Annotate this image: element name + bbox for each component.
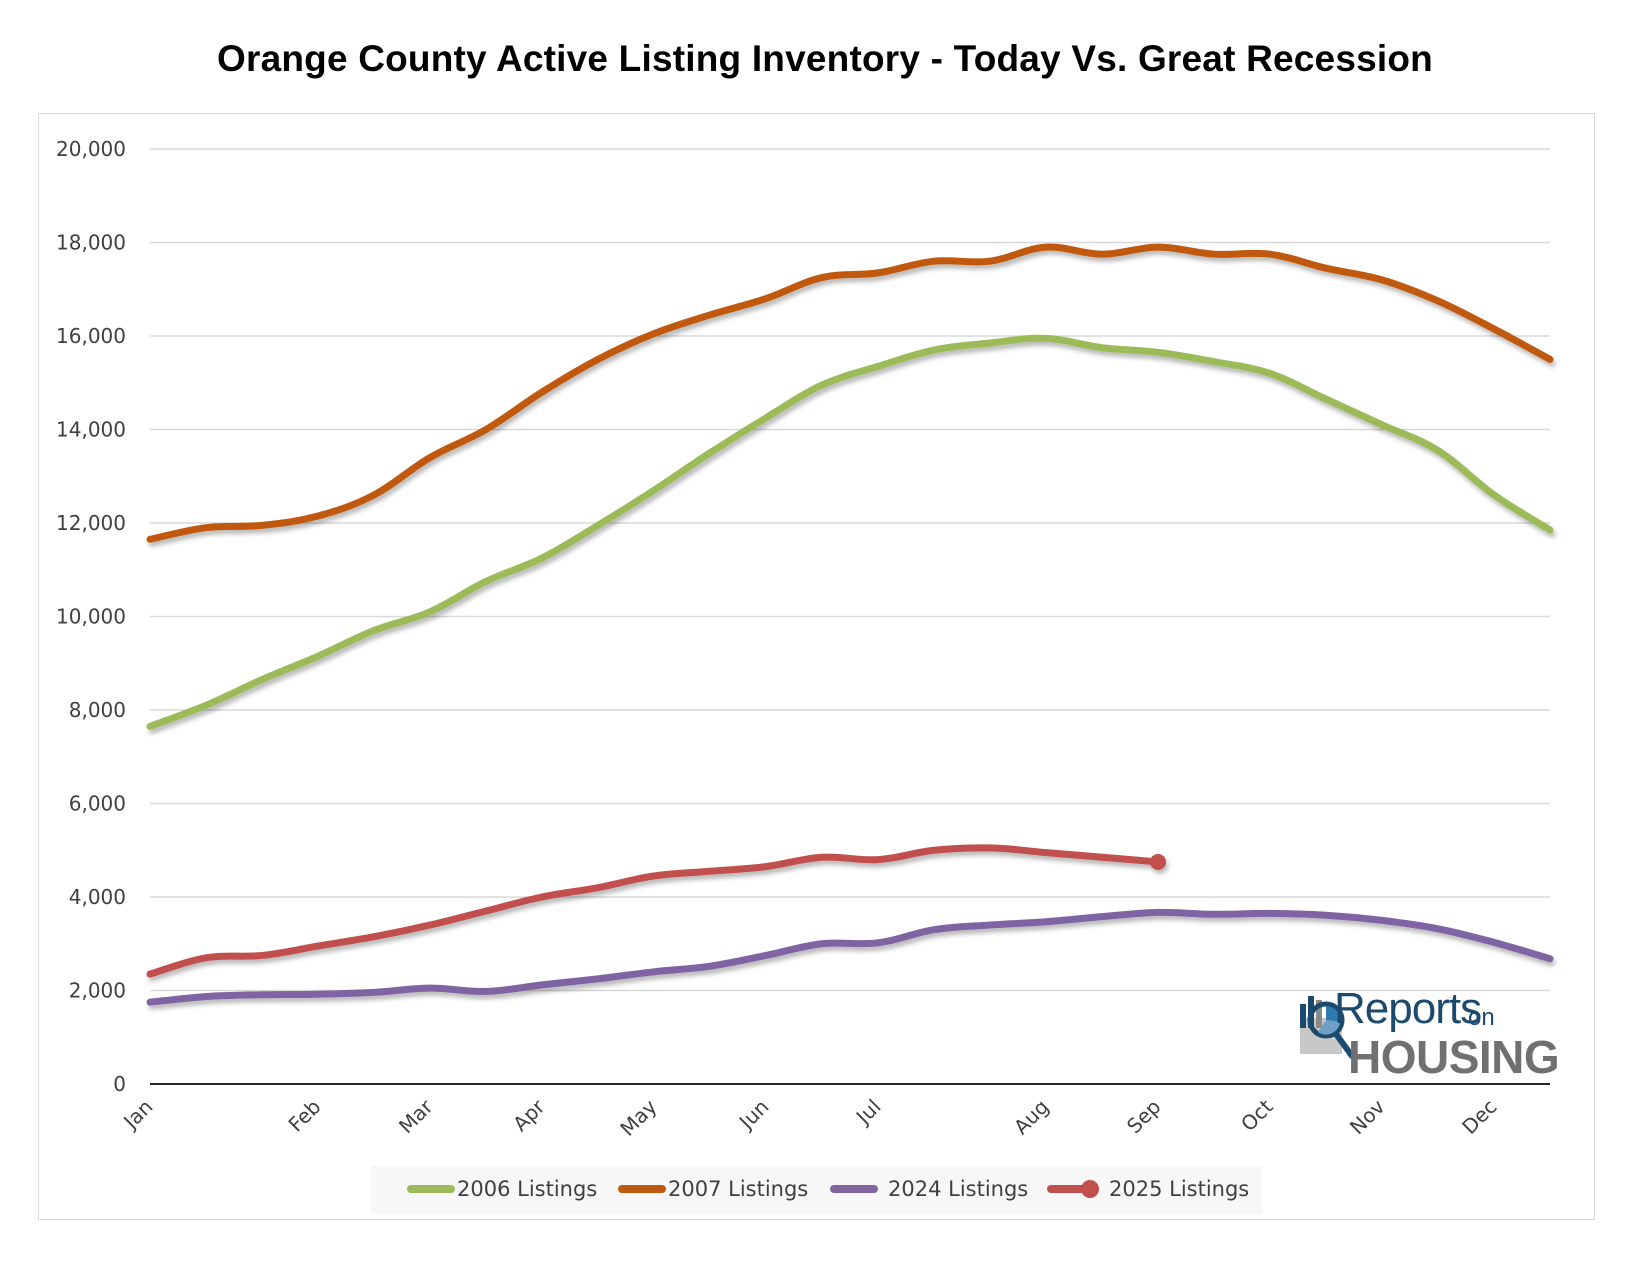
x-tick-label: Oct bbox=[1236, 1094, 1278, 1136]
magnifier-chart-icon bbox=[1300, 996, 1355, 1059]
x-tick-label: Apr bbox=[508, 1094, 550, 1136]
y-tick-label: 12,000 bbox=[56, 511, 126, 535]
chart-title: Orange County Active Listing Inventory -… bbox=[217, 38, 1433, 79]
x-tick-label: Aug bbox=[1009, 1095, 1054, 1140]
series-2025-listings bbox=[146, 844, 1166, 978]
y-tick-label: 6,000 bbox=[69, 792, 126, 816]
y-tick-label: 10,000 bbox=[56, 605, 126, 629]
legend-swatch-2007 bbox=[618, 1185, 666, 1193]
chart-frame bbox=[38, 113, 1595, 1220]
legend-item-2006[interactable]: 2006 Listings bbox=[407, 1174, 597, 1204]
x-tick-label: Jun bbox=[733, 1095, 773, 1135]
x-tick-label: May bbox=[615, 1094, 661, 1140]
x-tick-label: Mar bbox=[394, 1094, 438, 1138]
series-lines bbox=[146, 243, 1554, 1006]
x-tick-label: Jul bbox=[850, 1095, 885, 1130]
y-tick-label: 18,000 bbox=[56, 231, 126, 255]
y-tick-label: 20,000 bbox=[56, 137, 126, 161]
legend-label-2007: 2007 Listings bbox=[668, 1177, 809, 1201]
y-tick-label: 16,000 bbox=[56, 324, 126, 348]
series-end-marker bbox=[1150, 853, 1166, 870]
y-tick-label: 14,000 bbox=[56, 418, 126, 442]
legend-item-2025[interactable]: 2025 Listings bbox=[1047, 1174, 1249, 1204]
legend-label-2024: 2024 Listings bbox=[888, 1177, 1029, 1201]
series-2006-listings bbox=[146, 334, 1554, 730]
y-tick-label: 4,000 bbox=[69, 885, 126, 909]
y-tick-label: 0 bbox=[113, 1072, 126, 1096]
series-line bbox=[146, 908, 1554, 1006]
x-tick-label: Jan bbox=[117, 1095, 157, 1135]
legend-marker-2025 bbox=[1081, 1180, 1099, 1198]
reports-on-housing-logo: Reports on HOUSING bbox=[1296, 984, 1560, 1083]
y-tick-label: 2,000 bbox=[69, 979, 126, 1003]
series-2024-listings bbox=[146, 908, 1554, 1006]
series-2007-listings bbox=[146, 243, 1554, 543]
legend-label-2006: 2006 Listings bbox=[457, 1177, 598, 1201]
chart-legend: 2006 Listings 2007 Listings 2024 Listing… bbox=[371, 1166, 1262, 1214]
logo-text-on: on bbox=[1468, 1004, 1495, 1031]
logo-text-reports: Reports bbox=[1334, 984, 1482, 1033]
x-tick-label: Sep bbox=[1122, 1095, 1166, 1139]
series-line bbox=[146, 844, 1162, 978]
series-line bbox=[146, 334, 1554, 730]
y-axis-ticks: 0 2,000 4,000 6,000 8,000 10,000 12,000 14,000 1… bbox=[56, 137, 126, 1096]
series-line bbox=[146, 243, 1554, 543]
legend-swatch-2025 bbox=[1047, 1180, 1099, 1198]
legend-swatch-2006 bbox=[407, 1185, 455, 1193]
x-tick-label: Dec bbox=[1457, 1095, 1501, 1139]
logo-text-housing: HOUSING bbox=[1348, 1031, 1560, 1083]
x-tick-label: Nov bbox=[1345, 1094, 1390, 1139]
x-tick-label: Feb bbox=[284, 1095, 326, 1137]
y-tick-label: 8,000 bbox=[69, 698, 126, 722]
legend-label-2025: 2025 Listings bbox=[1109, 1177, 1250, 1201]
legend-swatch-2024 bbox=[830, 1185, 878, 1193]
legend-item-2024[interactable]: 2024 Listings bbox=[830, 1174, 1028, 1204]
legend-item-2007[interactable]: 2007 Listings bbox=[618, 1174, 808, 1204]
x-axis-ticks: Jan Feb Mar Apr May Jun Jul Aug Sep Oct Nov Dec bbox=[117, 1094, 1501, 1141]
